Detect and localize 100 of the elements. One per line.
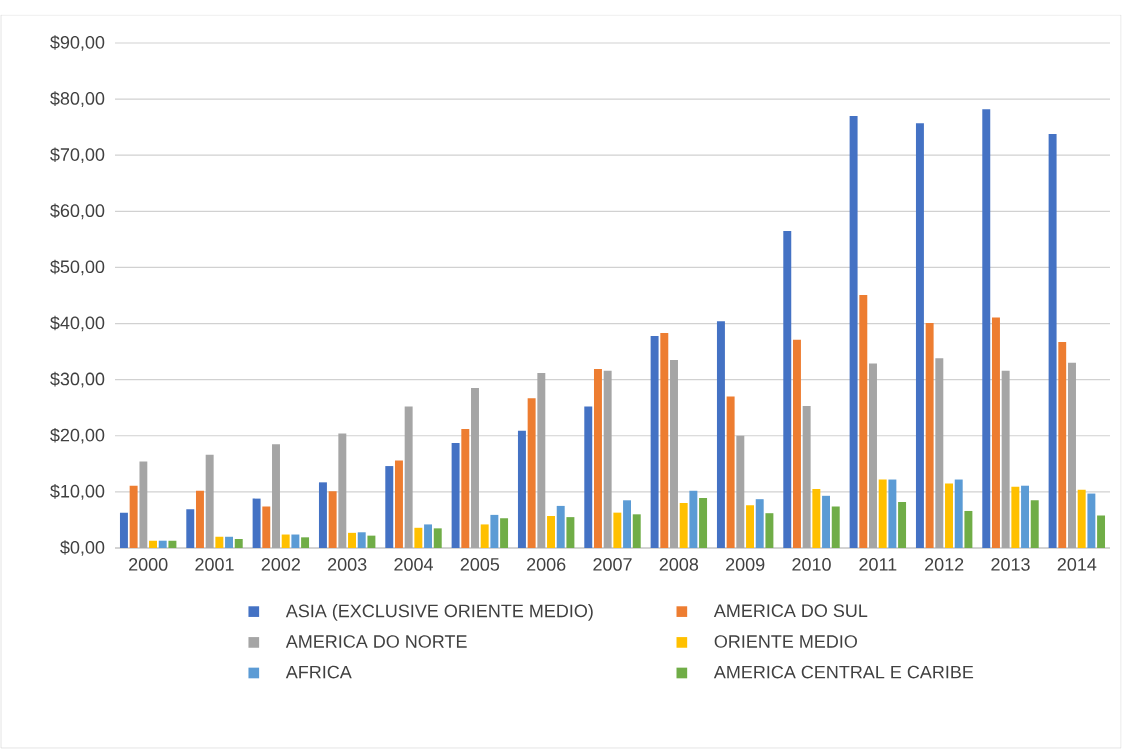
bar [215,536,224,548]
x-tick-label: 2006 [527,558,566,571]
bar [623,500,632,548]
bar [935,358,944,548]
y-tick-label: $90,00 [50,35,105,51]
bar [1097,515,1106,548]
x-tick-label: 2013 [991,558,1030,571]
bar [849,115,858,548]
bar [301,537,310,548]
bar [925,322,934,548]
bar [195,490,204,548]
bar [812,489,821,548]
bar [736,435,745,548]
bar [205,454,214,548]
bar [1058,342,1067,548]
bar [783,230,792,548]
bar [991,317,1000,548]
bar [1087,493,1096,548]
x-tick-label: 2000 [129,558,168,571]
bar [119,512,128,548]
bar [584,406,593,548]
bar [613,512,622,548]
legend-label: ASIA (EXCLUSIVE ORIENTE MEDIO) [285,604,593,621]
bar [186,509,195,548]
bar [964,510,973,548]
legend-label: AFRICA [285,665,352,679]
bar [1011,486,1020,548]
x-tick-label: 2002 [261,558,300,571]
legend-label: AMERICA DO SUL [713,604,868,618]
bar [1068,362,1076,548]
bar [982,109,991,548]
bar [945,483,953,548]
bar [660,333,669,548]
y-tick-label: $60,00 [50,203,105,220]
x-tick-label: 2011 [859,558,897,571]
bar [158,540,167,548]
x-tick-label: 2001 [195,558,234,571]
bar [915,123,924,548]
x-tick-label: 2014 [1057,558,1097,571]
bar [746,505,754,548]
bar [480,524,489,548]
bar [537,372,546,548]
bar [755,499,764,548]
bar [262,506,271,548]
bar [168,540,177,548]
y-tick-label: $30,00 [50,371,105,388]
legend-label: ORIENTE MEDIO [714,635,857,648]
y-tick-label: $20,00 [50,427,105,444]
bar [831,506,840,548]
bar [338,433,347,548]
bar [404,406,413,548]
bar [129,485,138,548]
bar [461,429,470,548]
bar [726,396,735,548]
y-tick-label: $80,00 [50,91,105,107]
bar [367,535,376,548]
bar [898,501,907,548]
x-tick-label: 2008 [659,558,699,571]
bar [556,505,565,548]
bar [272,444,280,548]
bar [1030,500,1039,548]
legend-label: AMERICA DO NORTE [285,635,467,648]
bar [252,498,261,548]
bar [593,369,602,548]
bar [424,524,433,548]
bar [1077,489,1086,548]
bar [225,536,234,548]
bar [650,335,659,548]
bar [414,527,423,548]
bar [385,466,394,548]
bar [281,534,290,548]
bar [471,388,479,548]
y-tick-label: $50,00 [50,259,105,276]
y-tick-label: $40,00 [50,315,105,332]
bar [632,514,641,548]
bar [566,517,575,548]
bar [1048,133,1057,548]
bar [954,479,963,548]
bar [859,294,868,548]
bar [357,532,366,548]
bar [517,430,526,548]
y-tick-label: $0,00 [60,540,105,556]
x-tick-label: 2004 [394,558,433,571]
bar [670,360,678,548]
bar [716,321,725,548]
bar [802,406,811,548]
bar [394,460,403,548]
bar [888,479,897,548]
bar [527,398,536,548]
bar [603,370,612,548]
bar [328,491,337,548]
y-tick-label: $10,00 [50,484,105,500]
bar [500,518,509,548]
x-tick-label: 2007 [593,558,632,571]
bar [1001,370,1010,548]
bar [318,482,327,548]
bar [234,539,243,548]
bar [348,532,356,548]
bar [1021,485,1030,548]
x-tick-label: 2005 [460,558,500,571]
